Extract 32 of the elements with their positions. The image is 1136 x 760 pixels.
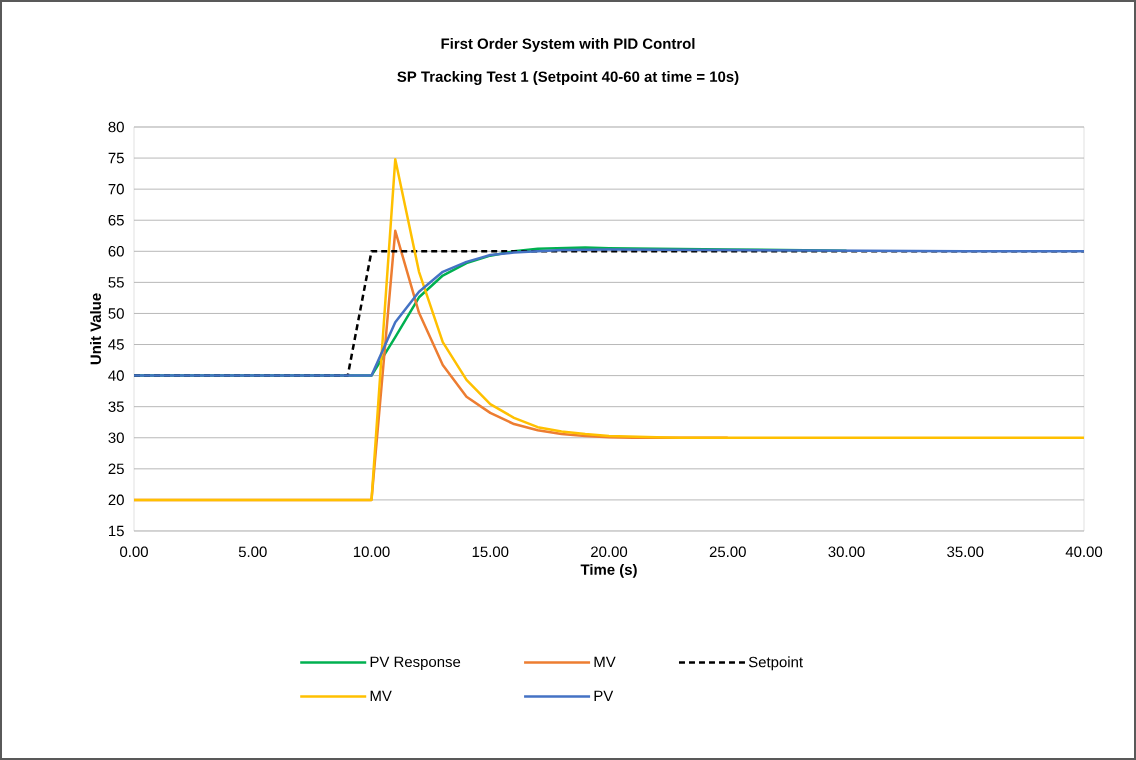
- x-axis-title: Time (s): [580, 563, 637, 578]
- y-tick-label: 45: [108, 339, 124, 350]
- y-tick-label: 55: [108, 277, 124, 288]
- legend-label: PV: [594, 690, 614, 701]
- x-tick-label: 30.00: [828, 546, 865, 558]
- y-axis-title: Unit Value: [90, 293, 102, 365]
- x-tick-label: 35.00: [947, 546, 984, 558]
- y-tick-label: 30: [108, 432, 124, 444]
- y-tick-label: 60: [108, 246, 124, 257]
- legend-label: MV: [370, 690, 392, 701]
- y-tick-label: 15: [109, 525, 124, 537]
- legend-label: Setpoint: [748, 656, 803, 671]
- y-tick-label: 40: [108, 370, 124, 381]
- y-tick-label: 65: [108, 214, 124, 226]
- y-tick-label: 80: [108, 121, 124, 133]
- chart-title: First Order System with PID Control: [441, 38, 695, 52]
- x-tick-label: 20.00: [591, 546, 628, 558]
- y-tick-label: 75: [108, 152, 124, 164]
- y-tick-label: 20: [108, 494, 124, 506]
- y-tick-label: 70: [108, 183, 124, 195]
- x-tick-label: 5.00: [238, 546, 267, 558]
- x-tick-label: 25.00: [709, 546, 746, 558]
- y-tick-label: 25: [108, 463, 124, 475]
- x-tick-label: 0.00: [120, 546, 148, 558]
- legend-label: MV: [594, 656, 616, 667]
- x-tick-label: 40.00: [1065, 546, 1103, 558]
- x-tick-label: 10.00: [353, 546, 390, 558]
- y-tick-label: 35: [108, 401, 124, 412]
- legend-label: PV Response: [370, 656, 461, 671]
- chart-subtitle: SP Tracking Test 1 (Setpoint 40-60 at time = 10s): [397, 70, 739, 85]
- x-tick-label: 15.00: [472, 546, 509, 558]
- y-tick-label: 50: [108, 308, 124, 319]
